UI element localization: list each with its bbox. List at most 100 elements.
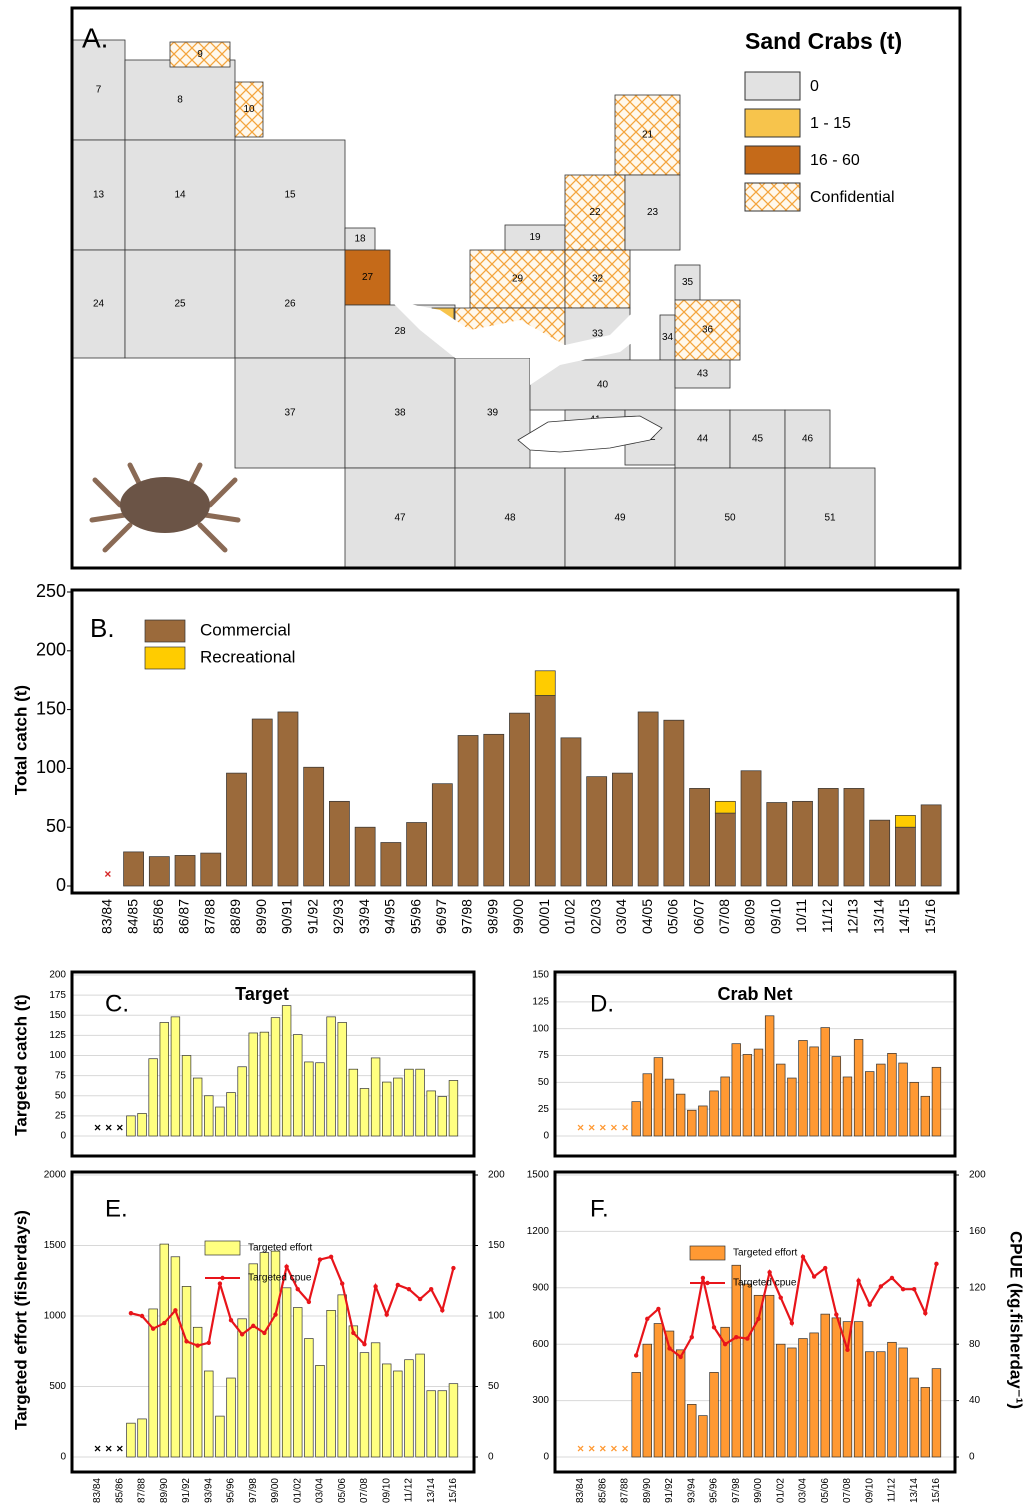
bar — [631, 1372, 641, 1458]
x-tick-label: 90/91 — [279, 899, 295, 934]
x-tick-label: 13/14 — [426, 1478, 437, 1503]
block-label: 44 — [697, 434, 709, 445]
plot-frame — [553, 970, 957, 1158]
bar — [380, 842, 402, 887]
x-tick-label: 09/10 — [381, 1478, 392, 1503]
confidential-mark — [94, 1445, 101, 1452]
x-tick-label: 97/98 — [459, 899, 475, 934]
block-label: 26 — [284, 299, 296, 310]
bar — [270, 1017, 281, 1137]
panel-label: A. — [82, 22, 108, 53]
bar — [348, 1325, 359, 1458]
block-label: 9 — [197, 49, 203, 60]
bar — [393, 1077, 403, 1137]
bar — [192, 1077, 203, 1137]
cpue-point — [139, 1313, 145, 1319]
bar — [709, 1090, 719, 1137]
bar — [293, 1307, 303, 1458]
bar — [920, 1387, 931, 1458]
y-tick-label: 150 — [36, 698, 66, 718]
bar — [326, 1310, 336, 1458]
x-tick-label: 97/98 — [248, 1478, 259, 1503]
y2-tick-label: 80 — [969, 1339, 981, 1350]
map-block — [674, 264, 701, 301]
bar — [865, 1071, 875, 1137]
bar — [742, 1283, 753, 1458]
block-label: 33 — [592, 329, 604, 340]
x-tick-label: 95/96 — [709, 1478, 720, 1503]
block-label: 46 — [802, 434, 814, 445]
bar — [304, 1061, 314, 1137]
bar — [820, 1027, 830, 1137]
y-tick-label: 75 — [55, 1070, 67, 1081]
x-tick-label: 09/10 — [767, 899, 783, 934]
bar — [698, 1105, 708, 1137]
legend-swatch — [144, 646, 186, 670]
bar — [226, 772, 247, 887]
x-tick-label: 85/86 — [114, 1478, 125, 1503]
legend-label: Targeted cpue — [733, 1278, 797, 1289]
y-tick-label: 100 — [36, 757, 66, 777]
bar — [226, 1092, 236, 1137]
block-label: 15 — [284, 190, 296, 201]
legend-label: Confidential — [810, 189, 895, 206]
y-tick-label: 50 — [538, 1077, 550, 1088]
bar — [766, 802, 788, 887]
bar — [237, 1318, 247, 1458]
cpue-point — [384, 1312, 389, 1317]
x-tick-label: 91/92 — [304, 899, 320, 934]
bar — [664, 1078, 675, 1137]
x-tick-label: 09/10 — [864, 1478, 875, 1503]
y-tick-label: 125 — [49, 1030, 66, 1041]
cpue-point — [700, 1275, 706, 1281]
cpue-point — [934, 1261, 939, 1267]
bar — [675, 1349, 686, 1458]
bar — [137, 1113, 147, 1137]
bar — [853, 1039, 864, 1137]
bar — [281, 1005, 292, 1137]
cpue-point — [756, 1316, 761, 1322]
y2-tick-label: 0 — [969, 1452, 975, 1463]
cpue-point — [128, 1310, 134, 1316]
bar — [393, 1370, 403, 1458]
panel-label: D. — [590, 990, 614, 1017]
chart-panel: 0 25 50 75 100 125 150 175 200 C. Target Targeted c… — [11, 970, 476, 1158]
bar — [326, 1016, 336, 1137]
confidential-mark — [599, 1124, 606, 1131]
block-label: 36 — [702, 325, 714, 336]
block-label: 51 — [824, 513, 836, 524]
legend-point — [705, 1280, 710, 1286]
y2-tick-label: 120 — [969, 1282, 986, 1293]
y-tick-label: 125 — [532, 996, 549, 1007]
bar — [787, 1347, 797, 1458]
x-tick-label: 01/02 — [775, 1478, 786, 1503]
x-tick-label: 08/09 — [742, 899, 758, 934]
legend-label: Targeted effort — [733, 1248, 798, 1259]
block-label: 47 — [394, 513, 406, 524]
bar — [675, 1093, 686, 1137]
block-label: 43 — [697, 369, 709, 380]
cpue-point — [362, 1342, 367, 1347]
bar — [931, 1066, 942, 1137]
bar — [248, 1263, 258, 1458]
y-tick-label: 100 — [49, 1050, 66, 1061]
bar — [415, 1353, 425, 1458]
y2-tick-label: 150 — [488, 1240, 505, 1251]
plot-frame — [553, 1170, 957, 1474]
legend-swatch — [689, 1245, 726, 1261]
bar — [731, 1264, 741, 1458]
map-block — [674, 409, 731, 469]
bar — [720, 1326, 730, 1458]
bar — [303, 766, 325, 887]
y-tick-label: 0 — [60, 1452, 66, 1463]
cpue-point — [900, 1287, 906, 1292]
x-tick-label: 93/94 — [203, 1478, 214, 1503]
bar — [226, 1377, 236, 1458]
map-block — [234, 249, 346, 359]
bar — [895, 826, 916, 887]
block-label: 8 — [177, 95, 183, 106]
x-tick-label: 85/86 — [150, 899, 166, 934]
bar — [764, 1015, 775, 1137]
block-label: 19 — [529, 232, 541, 243]
bar — [698, 1415, 708, 1458]
